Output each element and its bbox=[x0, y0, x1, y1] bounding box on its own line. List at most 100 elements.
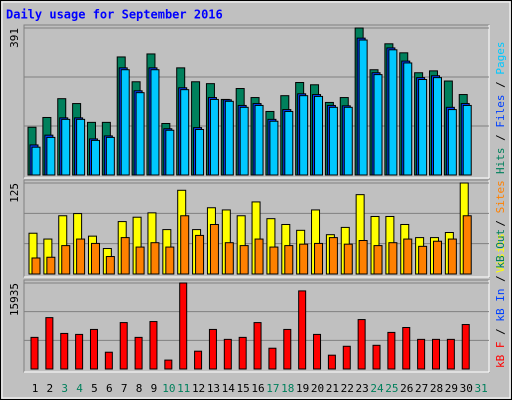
bar bbox=[119, 322, 128, 370]
bar bbox=[462, 215, 472, 275]
y-tick-label: 125 bbox=[8, 183, 21, 203]
bar bbox=[120, 237, 130, 275]
bar bbox=[224, 100, 234, 176]
legend-entry: Pages bbox=[494, 42, 507, 75]
bar bbox=[269, 246, 279, 275]
bar bbox=[150, 242, 160, 275]
x-tick-label: 14 bbox=[222, 382, 236, 395]
bar bbox=[342, 345, 351, 370]
bar bbox=[134, 336, 143, 370]
bar bbox=[388, 242, 398, 275]
bar bbox=[135, 92, 145, 176]
bar bbox=[76, 238, 86, 275]
bar bbox=[239, 106, 249, 176]
x-tick-label: 24 bbox=[370, 382, 384, 395]
bar bbox=[31, 146, 41, 176]
bar bbox=[209, 223, 219, 275]
bar bbox=[431, 338, 440, 370]
x-tick-label: 10 bbox=[162, 382, 175, 395]
x-tick-label: 20 bbox=[311, 382, 324, 395]
bar bbox=[358, 39, 368, 176]
x-tick-label: 6 bbox=[106, 382, 113, 395]
bar bbox=[105, 136, 115, 176]
legend-entry: Hits bbox=[494, 148, 507, 175]
x-tick-label: 11 bbox=[177, 382, 190, 395]
x-tick-label: 19 bbox=[296, 382, 309, 395]
bar bbox=[254, 238, 264, 275]
bar bbox=[299, 95, 309, 176]
bar bbox=[328, 237, 338, 275]
y-tick-label: 15935 bbox=[8, 283, 21, 316]
bar bbox=[417, 338, 426, 370]
x-tick-label: 18 bbox=[281, 382, 294, 395]
bar bbox=[149, 321, 158, 370]
legend: Hits / Files / Pages bbox=[494, 42, 507, 175]
bar bbox=[46, 256, 56, 275]
x-tick-label: 2 bbox=[47, 382, 54, 395]
bar bbox=[61, 245, 71, 275]
x-tick-label: 22 bbox=[341, 382, 354, 395]
x-tick-label: 5 bbox=[91, 382, 98, 395]
bar bbox=[284, 245, 294, 275]
bar bbox=[314, 242, 324, 275]
legend: Visits / Sites bbox=[494, 180, 507, 273]
x-tick-label: 23 bbox=[356, 382, 369, 395]
legend: kB F / kB In / kB Out bbox=[494, 229, 507, 368]
bar bbox=[89, 328, 98, 370]
legend-entry: Visits bbox=[494, 233, 507, 273]
x-tick-label: 27 bbox=[415, 382, 428, 395]
bar bbox=[104, 351, 113, 370]
x-tick-label: 16 bbox=[251, 382, 264, 395]
legend-entry: kB In bbox=[494, 289, 507, 322]
bar bbox=[31, 257, 41, 275]
bar bbox=[254, 104, 264, 176]
bar bbox=[195, 234, 205, 275]
x-tick-label: 9 bbox=[151, 382, 158, 395]
bar bbox=[418, 245, 428, 275]
legend-separator: / bbox=[494, 269, 507, 289]
bar bbox=[75, 333, 84, 370]
bar bbox=[373, 74, 383, 176]
x-tick-label: 26 bbox=[400, 382, 413, 395]
bar bbox=[224, 242, 234, 275]
bar bbox=[269, 120, 279, 176]
bar bbox=[105, 256, 115, 275]
bar bbox=[461, 324, 470, 370]
bar bbox=[372, 344, 381, 370]
bar bbox=[180, 215, 190, 275]
bar bbox=[446, 338, 455, 370]
bar bbox=[46, 136, 56, 176]
x-tick-label: 3 bbox=[61, 382, 68, 395]
x-tick-label: 1 bbox=[32, 382, 39, 395]
bar bbox=[120, 69, 130, 176]
bar bbox=[432, 77, 442, 176]
bar bbox=[239, 245, 249, 275]
bar bbox=[447, 238, 457, 275]
x-tick-label: 29 bbox=[445, 382, 458, 395]
bar bbox=[180, 89, 190, 176]
bar bbox=[403, 238, 413, 275]
x-tick-label: 25 bbox=[385, 382, 398, 395]
bar bbox=[283, 328, 292, 370]
bar bbox=[298, 290, 307, 370]
x-tick-label: 21 bbox=[326, 382, 339, 395]
x-tick-label: 17 bbox=[266, 382, 279, 395]
bar bbox=[387, 331, 396, 370]
x-tick-label: 13 bbox=[207, 382, 220, 395]
bar bbox=[299, 243, 309, 275]
x-tick-label: 8 bbox=[136, 382, 143, 395]
bar bbox=[238, 336, 247, 370]
bar bbox=[195, 129, 205, 176]
bar bbox=[208, 328, 217, 370]
bar bbox=[357, 319, 366, 370]
bar bbox=[432, 240, 442, 275]
legend-separator: / bbox=[494, 322, 507, 342]
bar bbox=[447, 109, 457, 176]
bar bbox=[194, 350, 203, 370]
bar bbox=[76, 118, 86, 176]
bar bbox=[45, 317, 54, 370]
bar bbox=[253, 322, 262, 370]
legend-separator: / bbox=[494, 128, 507, 148]
